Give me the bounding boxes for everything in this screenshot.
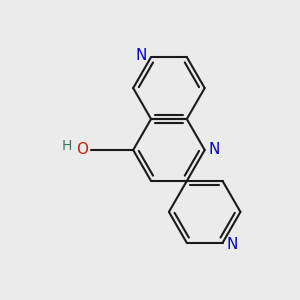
Text: N: N (209, 142, 220, 158)
Text: O: O (76, 142, 88, 158)
Text: N: N (227, 238, 238, 253)
Text: N: N (136, 47, 147, 62)
Text: H: H (62, 139, 72, 153)
